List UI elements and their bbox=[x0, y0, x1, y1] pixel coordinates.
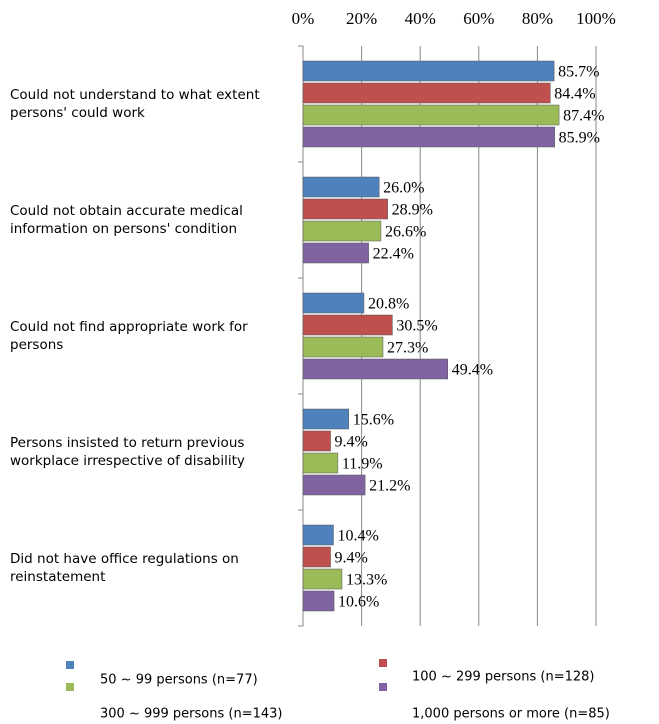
value-label: 28.9% bbox=[392, 202, 433, 219]
bar bbox=[302, 408, 349, 430]
legend-label: 100 ~ 299 persons (n=128) bbox=[412, 670, 594, 685]
category-label: Could not obtain accurate medical inform… bbox=[10, 203, 243, 237]
value-label: 27.3% bbox=[387, 340, 428, 357]
legend-swatch bbox=[379, 683, 387, 691]
bar bbox=[302, 220, 382, 242]
value-label: 85.9% bbox=[559, 130, 600, 147]
value-label: 11.9% bbox=[342, 456, 383, 473]
bar bbox=[302, 524, 334, 546]
legend-swatch bbox=[379, 659, 387, 667]
bar bbox=[302, 336, 384, 358]
category-label: Did not have office regulations on reins… bbox=[10, 551, 239, 585]
bar bbox=[302, 198, 388, 220]
bar bbox=[302, 568, 343, 590]
bar bbox=[302, 452, 339, 474]
bar bbox=[302, 292, 365, 314]
legend-swatch bbox=[66, 661, 74, 669]
value-label: 20.8% bbox=[368, 296, 409, 313]
bar bbox=[302, 430, 331, 452]
value-label: 84.4% bbox=[554, 86, 595, 103]
value-label: 15.6% bbox=[353, 412, 394, 429]
x-tick-label: 40% bbox=[405, 9, 436, 28]
value-label: 10.4% bbox=[337, 528, 378, 545]
value-label: 87.4% bbox=[563, 108, 604, 125]
bar bbox=[302, 126, 555, 148]
value-label: 9.4% bbox=[335, 434, 368, 451]
bar bbox=[302, 590, 335, 612]
x-tick-label: 20% bbox=[346, 9, 377, 28]
value-label: 21.2% bbox=[369, 478, 410, 495]
bar bbox=[302, 314, 393, 336]
bar bbox=[302, 474, 366, 496]
legend-label: 1,000 persons or more (n=85) bbox=[412, 707, 610, 722]
bar bbox=[302, 242, 369, 264]
bar bbox=[302, 546, 331, 568]
value-label: 85.7% bbox=[558, 64, 599, 81]
category-label: Persons insisted to return previous work… bbox=[10, 435, 245, 469]
x-tick-label: 60% bbox=[463, 9, 494, 28]
value-label: 30.5% bbox=[396, 318, 437, 335]
x-tick-label: 100% bbox=[576, 9, 616, 28]
value-label: 9.4% bbox=[335, 550, 368, 567]
legend-label: 50 ~ 99 persons (n=77) bbox=[100, 673, 258, 688]
bar bbox=[302, 176, 380, 198]
legend-swatch bbox=[66, 683, 74, 691]
category-label: Could not find appropriate work for pers… bbox=[10, 319, 248, 353]
x-tick-label: 0% bbox=[292, 9, 315, 28]
category-label: Could not understand to what extent pers… bbox=[10, 87, 260, 121]
bar bbox=[302, 358, 448, 380]
value-label: 26.6% bbox=[385, 224, 426, 241]
value-label: 22.4% bbox=[373, 246, 414, 263]
value-label: 26.0% bbox=[383, 180, 424, 197]
bar bbox=[302, 82, 551, 104]
value-label: 13.3% bbox=[346, 572, 387, 589]
legend-label: 300 ~ 999 persons (n=143) bbox=[100, 707, 282, 722]
bar bbox=[302, 60, 555, 82]
x-tick-label: 80% bbox=[522, 9, 553, 28]
value-label: 49.4% bbox=[452, 362, 493, 379]
value-label: 10.6% bbox=[338, 594, 379, 611]
bar bbox=[302, 104, 560, 126]
